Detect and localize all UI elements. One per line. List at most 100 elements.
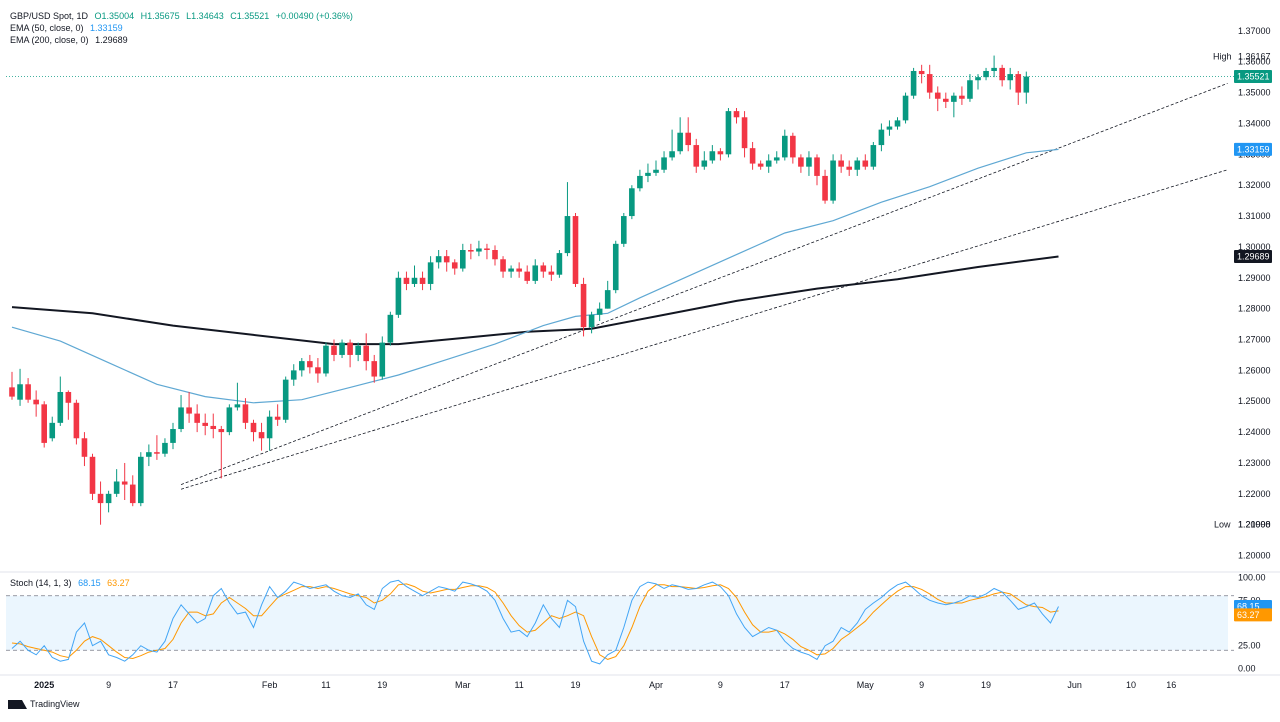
trendline [180, 169, 1228, 490]
candle-body [492, 250, 498, 260]
candle-body [959, 95, 965, 99]
candle-body [677, 132, 683, 152]
candle [250, 419, 257, 442]
candle-body [57, 391, 64, 423]
time-tick-label: Jun [1067, 680, 1082, 690]
stoch-k-value: 68.15 [78, 578, 101, 588]
candle-body [371, 361, 378, 377]
stoch-tick-label: 100.00 [1238, 573, 1266, 583]
trendline [180, 82, 1228, 485]
candle [765, 154, 772, 173]
candle-body [500, 259, 506, 272]
axes: 1.370001.360001.350001.340001.330001.320… [34, 26, 1270, 690]
candle [97, 481, 104, 525]
price-labels: High 1.36167 1.35521 1.33159 1.29689 Low 1.209… [1213, 51, 1272, 622]
low-value: L1.34643 [186, 11, 224, 21]
candle-body [105, 493, 112, 504]
candle [419, 271, 426, 291]
candle [725, 108, 732, 158]
candle [162, 438, 168, 457]
candle-body [411, 277, 418, 284]
candle-body [121, 481, 128, 485]
candle [17, 368, 23, 406]
candle-body [991, 67, 997, 71]
candle-body [347, 342, 353, 355]
candle [460, 243, 466, 272]
candle [258, 422, 265, 451]
candle [999, 64, 1005, 87]
candle-body [798, 157, 804, 167]
symbol-title: GBP/USD Spot, 1D [10, 11, 89, 21]
last-price-tag: 1.35521 [1234, 70, 1272, 84]
candle [1023, 71, 1030, 104]
candle [604, 280, 611, 309]
stoch-legend: Stoch (14, 1, 3) 68.15 63.27 [10, 577, 134, 589]
candle-body [178, 407, 184, 430]
time-tick-label: May [857, 680, 875, 690]
stoch-k-tag-text: 68.15 [1237, 602, 1260, 612]
candle-body [709, 151, 716, 161]
candle-body [234, 404, 241, 408]
candle-body [540, 265, 547, 272]
candle-body [894, 120, 901, 127]
price-tick-label: 1.24000 [1238, 427, 1271, 437]
candle [967, 74, 973, 102]
candle-body [331, 345, 337, 355]
price-tick-label: 1.34000 [1238, 118, 1271, 128]
candle [983, 67, 989, 81]
candle [65, 390, 72, 420]
candle-body [653, 169, 659, 173]
candle [274, 404, 281, 426]
candle-body [645, 172, 651, 176]
candle [653, 160, 659, 176]
candle [814, 154, 820, 186]
price-tick-label: 1.20000 [1238, 551, 1271, 561]
stoch-d-line [11, 583, 1059, 660]
candle-body [886, 126, 893, 130]
candle [331, 339, 337, 362]
candle [202, 413, 208, 436]
candle [194, 404, 200, 433]
stochastic-pane [6, 579, 1234, 665]
candle-body [870, 145, 877, 167]
candle [500, 256, 506, 278]
candle [234, 382, 241, 411]
candle [548, 265, 555, 281]
candle-body [814, 157, 820, 176]
candle-body [323, 345, 329, 374]
candle [951, 92, 957, 118]
candle-body [274, 416, 281, 420]
candle [991, 55, 997, 78]
candle-body [782, 135, 788, 158]
candle-body [218, 429, 225, 433]
candle [339, 339, 345, 359]
price-tick-label: 1.36000 [1238, 57, 1271, 67]
time-tick-label: 19 [377, 680, 387, 690]
candle-body [621, 216, 627, 244]
candle [186, 391, 192, 423]
price-tick-label: 1.25000 [1238, 396, 1271, 406]
ema50-value: 1.33159 [90, 23, 123, 33]
price-tick-label: 1.31000 [1238, 211, 1271, 221]
candle [443, 250, 450, 272]
candle [693, 138, 700, 173]
time-tick-label: 19 [981, 680, 991, 690]
ema200-legend: EMA (200, close, 0) 1.29689 [10, 34, 132, 46]
candle [749, 141, 756, 170]
stoch-k-line [11, 579, 1059, 665]
candle [621, 212, 627, 247]
time-tick-label: 9 [718, 680, 723, 690]
candle [363, 333, 369, 371]
ema50-legend: EMA (50, close, 0) 1.33159 [10, 22, 127, 34]
candle-body [773, 157, 780, 161]
candle [154, 435, 160, 460]
time-tick-label: Apr [649, 680, 663, 690]
candle-body [226, 407, 233, 433]
candle-body [951, 95, 957, 102]
candle-body [89, 456, 96, 494]
time-tick-label: 17 [780, 680, 790, 690]
candle [629, 185, 635, 220]
candle-body [427, 262, 434, 284]
